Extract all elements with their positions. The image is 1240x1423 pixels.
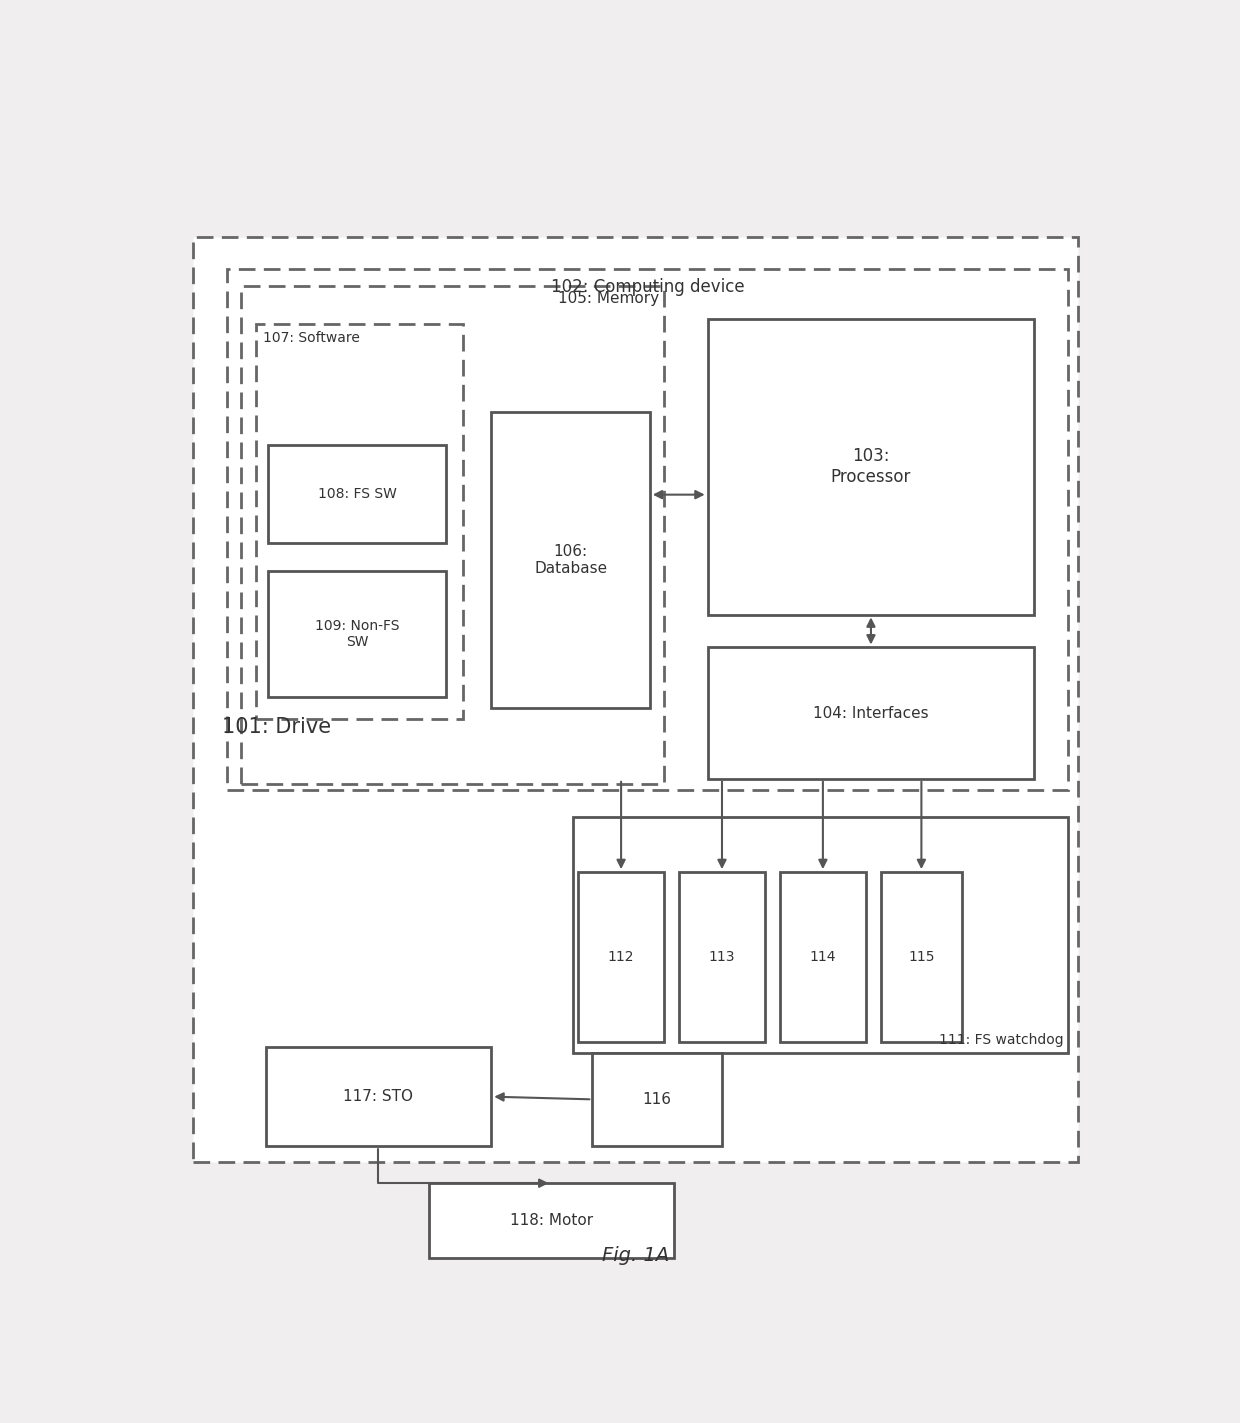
Text: 118: Motor: 118: Motor [510,1212,593,1228]
Text: 102: Computing device: 102: Computing device [551,277,744,296]
Text: 114: 114 [810,951,836,963]
Text: 115: 115 [908,951,935,963]
Bar [780,872,866,1042]
Text: 116: 116 [642,1091,672,1107]
Bar [708,319,1034,615]
Bar [268,444,446,544]
Bar [265,1047,491,1146]
Bar [491,411,650,707]
Bar [708,647,1034,778]
Text: 105: Memory: 105: Memory [558,292,660,306]
Bar [242,286,665,784]
Text: 104: Interfaces: 104: Interfaces [813,706,929,720]
Text: 113: 113 [709,951,735,963]
Text: 109: Non-FS
SW: 109: Non-FS SW [315,619,399,649]
Bar [578,872,665,1042]
Text: 106:
Database: 106: Database [534,544,608,576]
Text: 107: Software: 107: Software [263,330,360,344]
Bar [678,872,765,1042]
Text: 111: FS watchdog: 111: FS watchdog [939,1033,1063,1047]
Text: 112: 112 [608,951,635,963]
Bar [573,817,1068,1053]
Bar [268,571,446,697]
Bar [255,324,463,719]
Bar [227,269,1068,790]
Text: 117: STO: 117: STO [343,1089,413,1104]
Bar [429,1183,675,1258]
Text: 108: FS SW: 108: FS SW [317,487,397,501]
Bar [880,872,962,1042]
Text: 101: Drive: 101: Drive [222,717,331,737]
Bar [193,236,1078,1163]
Text: 103:
Processor: 103: Processor [831,447,911,487]
Text: Fig. 1A: Fig. 1A [601,1247,670,1265]
Bar [593,1053,722,1146]
